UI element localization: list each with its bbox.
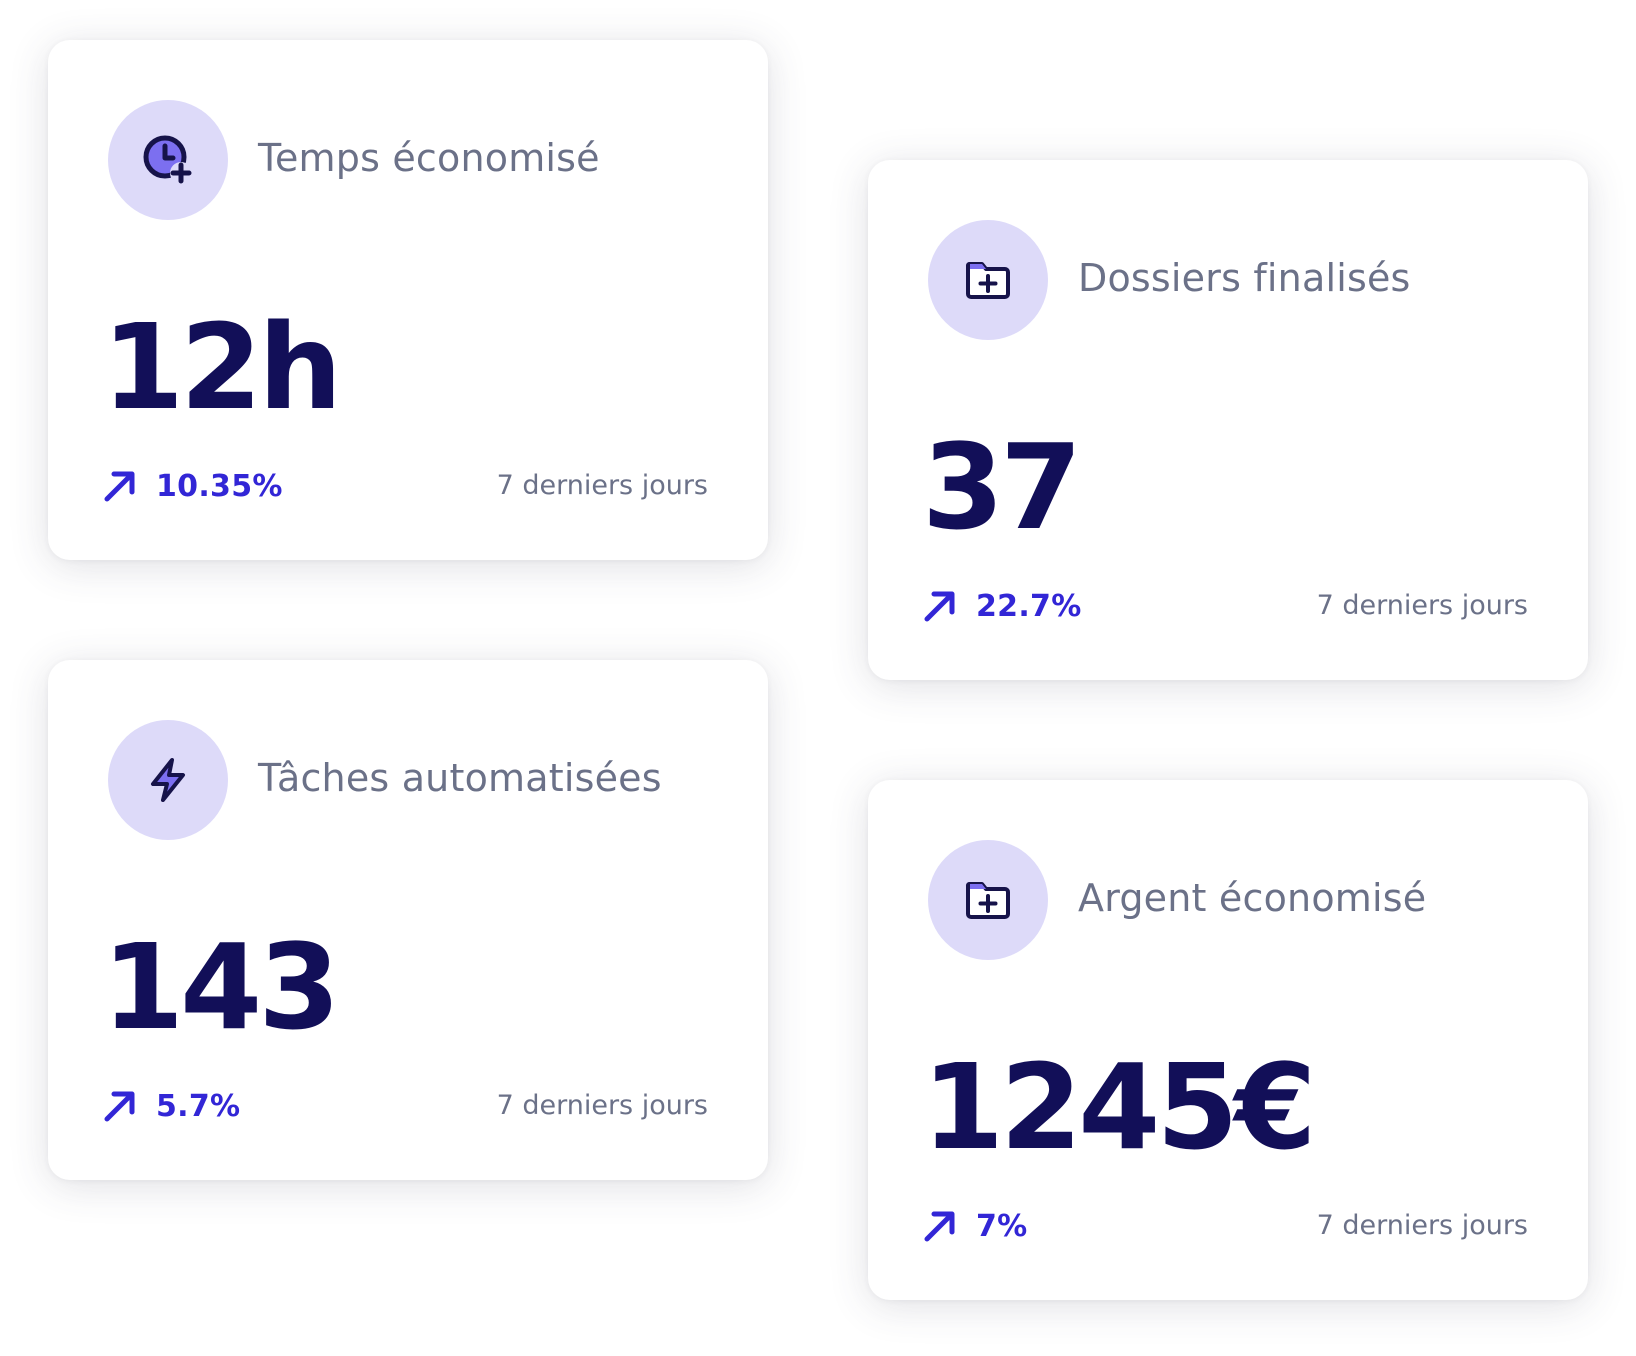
arrow-up-right-icon — [924, 1211, 955, 1242]
period-label: 7 derniers jours — [496, 470, 708, 501]
icon-badge — [928, 840, 1048, 960]
icon-badge — [108, 100, 228, 220]
card-title: Argent économisé — [1078, 876, 1427, 920]
card-title: Dossiers finalisés — [1078, 256, 1411, 300]
metric-value: 12h — [102, 298, 342, 436]
folder-plus-icon — [966, 262, 1010, 299]
trend-percentage: 7% — [976, 1208, 1028, 1244]
stat-card-money-saved: Argent économisé 1245€ 7% 7 derniers jou… — [868, 780, 1588, 1300]
stat-card-files-completed: Dossiers finalisés 37 22.7% 7 derniers j… — [868, 160, 1588, 680]
metric-value: 1245€ — [922, 1038, 1317, 1176]
metric-value: 37 — [922, 418, 1082, 556]
icon-badge — [108, 720, 228, 840]
metric-value: 143 — [102, 918, 340, 1056]
arrow-up-right-icon — [924, 591, 955, 622]
trend-indicator: 22.7% — [922, 588, 1082, 624]
trend-percentage: 5.7% — [156, 1088, 241, 1124]
icon-badge — [928, 220, 1048, 340]
period-label: 7 derniers jours — [1316, 1210, 1528, 1241]
stat-card-time-saved: Temps économisé 12h 10.35% 7 derniers jo… — [48, 40, 768, 560]
trend-indicator: 5.7% — [102, 1088, 240, 1124]
arrow-up-right-icon — [104, 471, 135, 502]
card-title: Temps économisé — [258, 136, 600, 180]
stat-card-automated-tasks: Tâches automatisées 143 5.7% 7 derniers … — [48, 660, 768, 1180]
card-title: Tâches automatisées — [258, 756, 662, 800]
trend-indicator: 7% — [922, 1208, 1028, 1244]
lightning-icon — [151, 758, 185, 802]
folder-plus-icon — [966, 882, 1010, 919]
clock-plus-icon — [143, 135, 192, 184]
trend-percentage: 10.35% — [156, 468, 283, 504]
trend-indicator: 10.35% — [102, 468, 283, 504]
period-label: 7 derniers jours — [1316, 590, 1528, 621]
period-label: 7 derniers jours — [496, 1090, 708, 1121]
arrow-up-right-icon — [104, 1091, 135, 1122]
trend-percentage: 22.7% — [976, 588, 1082, 624]
